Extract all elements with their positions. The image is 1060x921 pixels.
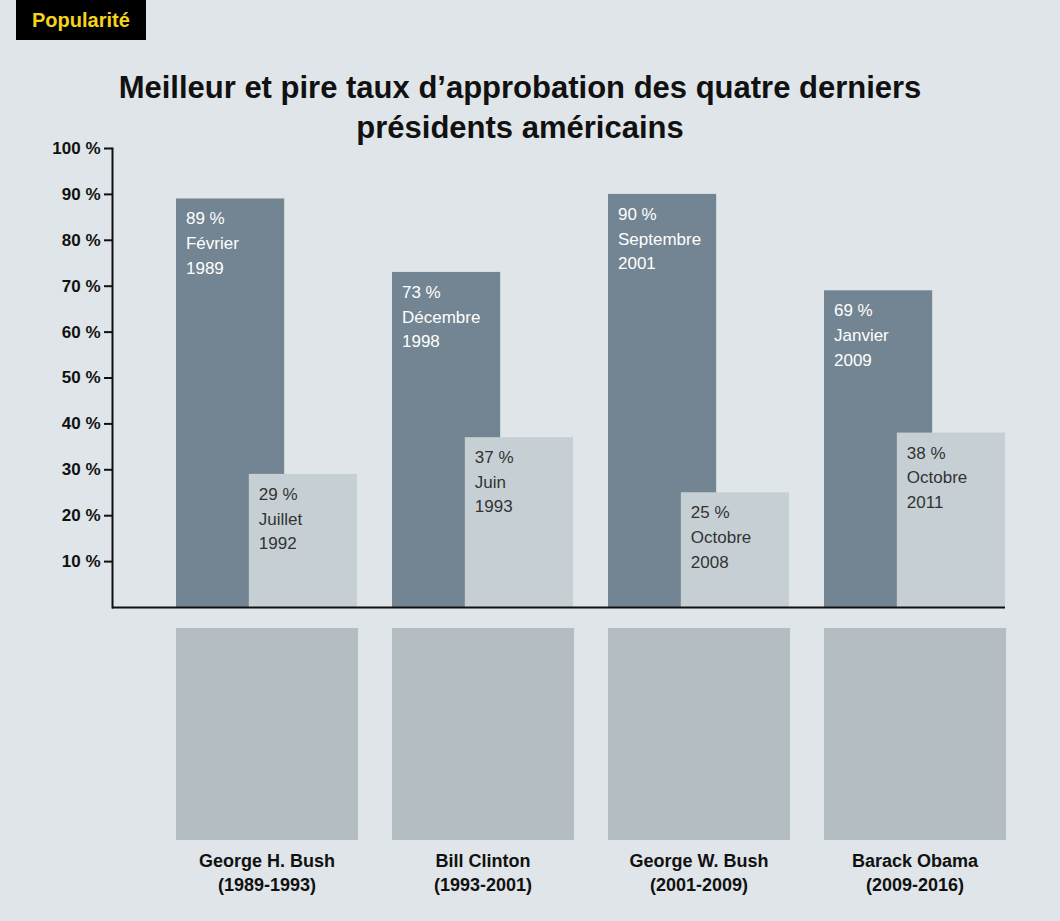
svg-text:70 %: 70 % bbox=[62, 277, 101, 296]
svg-text:100 %: 100 % bbox=[52, 139, 100, 158]
svg-text:Bill Clinton(1993-2001): Bill Clinton(1993-2001) bbox=[434, 851, 532, 894]
svg-text:69 %Janvier2009: 69 %Janvier2009 bbox=[834, 301, 889, 369]
svg-text:30 %: 30 % bbox=[62, 460, 101, 479]
svg-text:89 %Février1989: 89 %Février1989 bbox=[186, 209, 239, 277]
svg-text:40 %: 40 % bbox=[62, 414, 101, 433]
svg-text:20 %: 20 % bbox=[62, 506, 101, 525]
html-text:Popularité: Popularité bbox=[32, 9, 130, 31]
svg-text:37 %Juin1993: 37 %Juin1993 bbox=[475, 448, 514, 516]
svg-text:George W. Bush(2001-2009): George W. Bush(2001-2009) bbox=[629, 851, 768, 894]
svg-text:38 %Octobre2011: 38 %Octobre2011 bbox=[907, 444, 967, 512]
svg-text:Barack Obama(2009-2016): Barack Obama(2009-2016) bbox=[852, 851, 979, 894]
svg-text:10 %: 10 % bbox=[62, 552, 101, 571]
svg-text:90 %Septembre2001: 90 %Septembre2001 bbox=[618, 205, 701, 273]
svg-text:29 %Juillet1992: 29 %Juillet1992 bbox=[259, 485, 303, 553]
svg-text:90 %: 90 % bbox=[62, 185, 101, 204]
svg-text:George H. Bush(1989-1993): George H. Bush(1989-1993) bbox=[199, 851, 335, 894]
svg-text:50 %: 50 % bbox=[62, 368, 101, 387]
svg-text:80 %: 80 % bbox=[62, 231, 101, 250]
svg-text:73 %Décembre1998: 73 %Décembre1998 bbox=[402, 283, 480, 351]
svg-text:60 %: 60 % bbox=[62, 323, 101, 342]
svg-text:25 %Octobre2008: 25 %Octobre2008 bbox=[691, 503, 751, 571]
html-text:Meilleur et pire taux d’approb: Meilleur et pire taux d’approbation des … bbox=[118, 70, 922, 145]
